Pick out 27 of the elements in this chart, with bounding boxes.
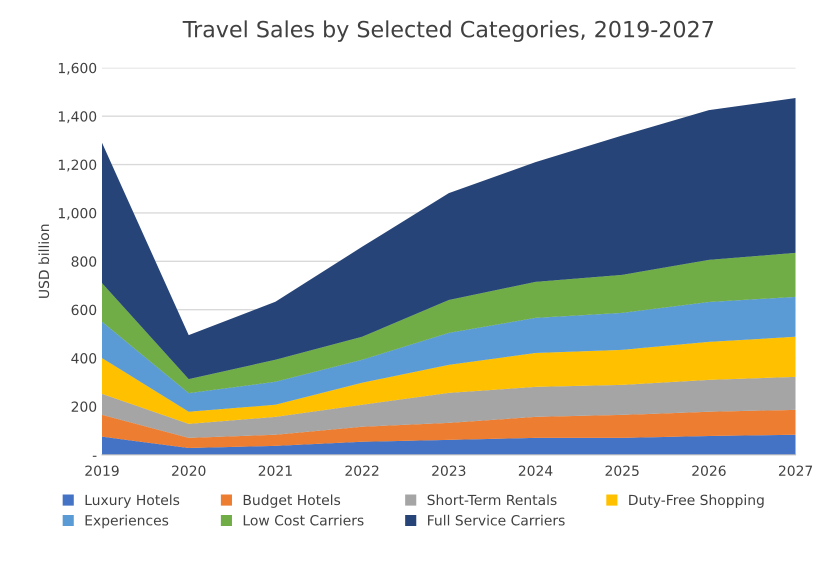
x-tick-label: 2024 bbox=[518, 465, 552, 476]
x-tick-label: 2020 bbox=[172, 465, 206, 476]
y-tick-label: 800 bbox=[72, 256, 96, 267]
y-tick-label: 1,600 bbox=[58, 62, 96, 75]
legend-label: Duty-Free Shopping bbox=[629, 494, 764, 508]
y-tick-label: 1,200 bbox=[58, 160, 96, 172]
y-tick-label: - bbox=[92, 456, 96, 457]
chart-title: Travel Sales by Selected Categories, 2019-2027 bbox=[182, 20, 713, 42]
y-tick-label: 1,400 bbox=[58, 111, 96, 124]
legend-label: Luxury Hotels bbox=[86, 494, 180, 508]
x-tick-label: 2025 bbox=[606, 465, 639, 476]
x-tick-label: 2022 bbox=[345, 465, 378, 476]
x-tick-label: 2027 bbox=[778, 465, 812, 476]
x-tick-label: 2023 bbox=[432, 465, 466, 476]
legend-label: Short-Term Rentals bbox=[428, 494, 557, 506]
x-tick-label: 2021 bbox=[258, 465, 292, 476]
y-tick-label: 400 bbox=[71, 353, 96, 364]
legend-label: Low Cost Carriers bbox=[244, 514, 364, 526]
legend-label: Full Service Carriers bbox=[428, 514, 565, 526]
y-tick-label: 600 bbox=[72, 304, 96, 316]
y-tick-label: 200 bbox=[72, 401, 96, 412]
x-tick-label: 2026 bbox=[692, 465, 726, 476]
y-axis-title: USD billion bbox=[38, 224, 50, 298]
legend-label: Experiences bbox=[86, 514, 168, 528]
y-tick-label: 1,000 bbox=[58, 208, 96, 220]
legend-label: Budget Hotels bbox=[244, 494, 340, 508]
x-tick-label: 2019 bbox=[85, 465, 119, 476]
